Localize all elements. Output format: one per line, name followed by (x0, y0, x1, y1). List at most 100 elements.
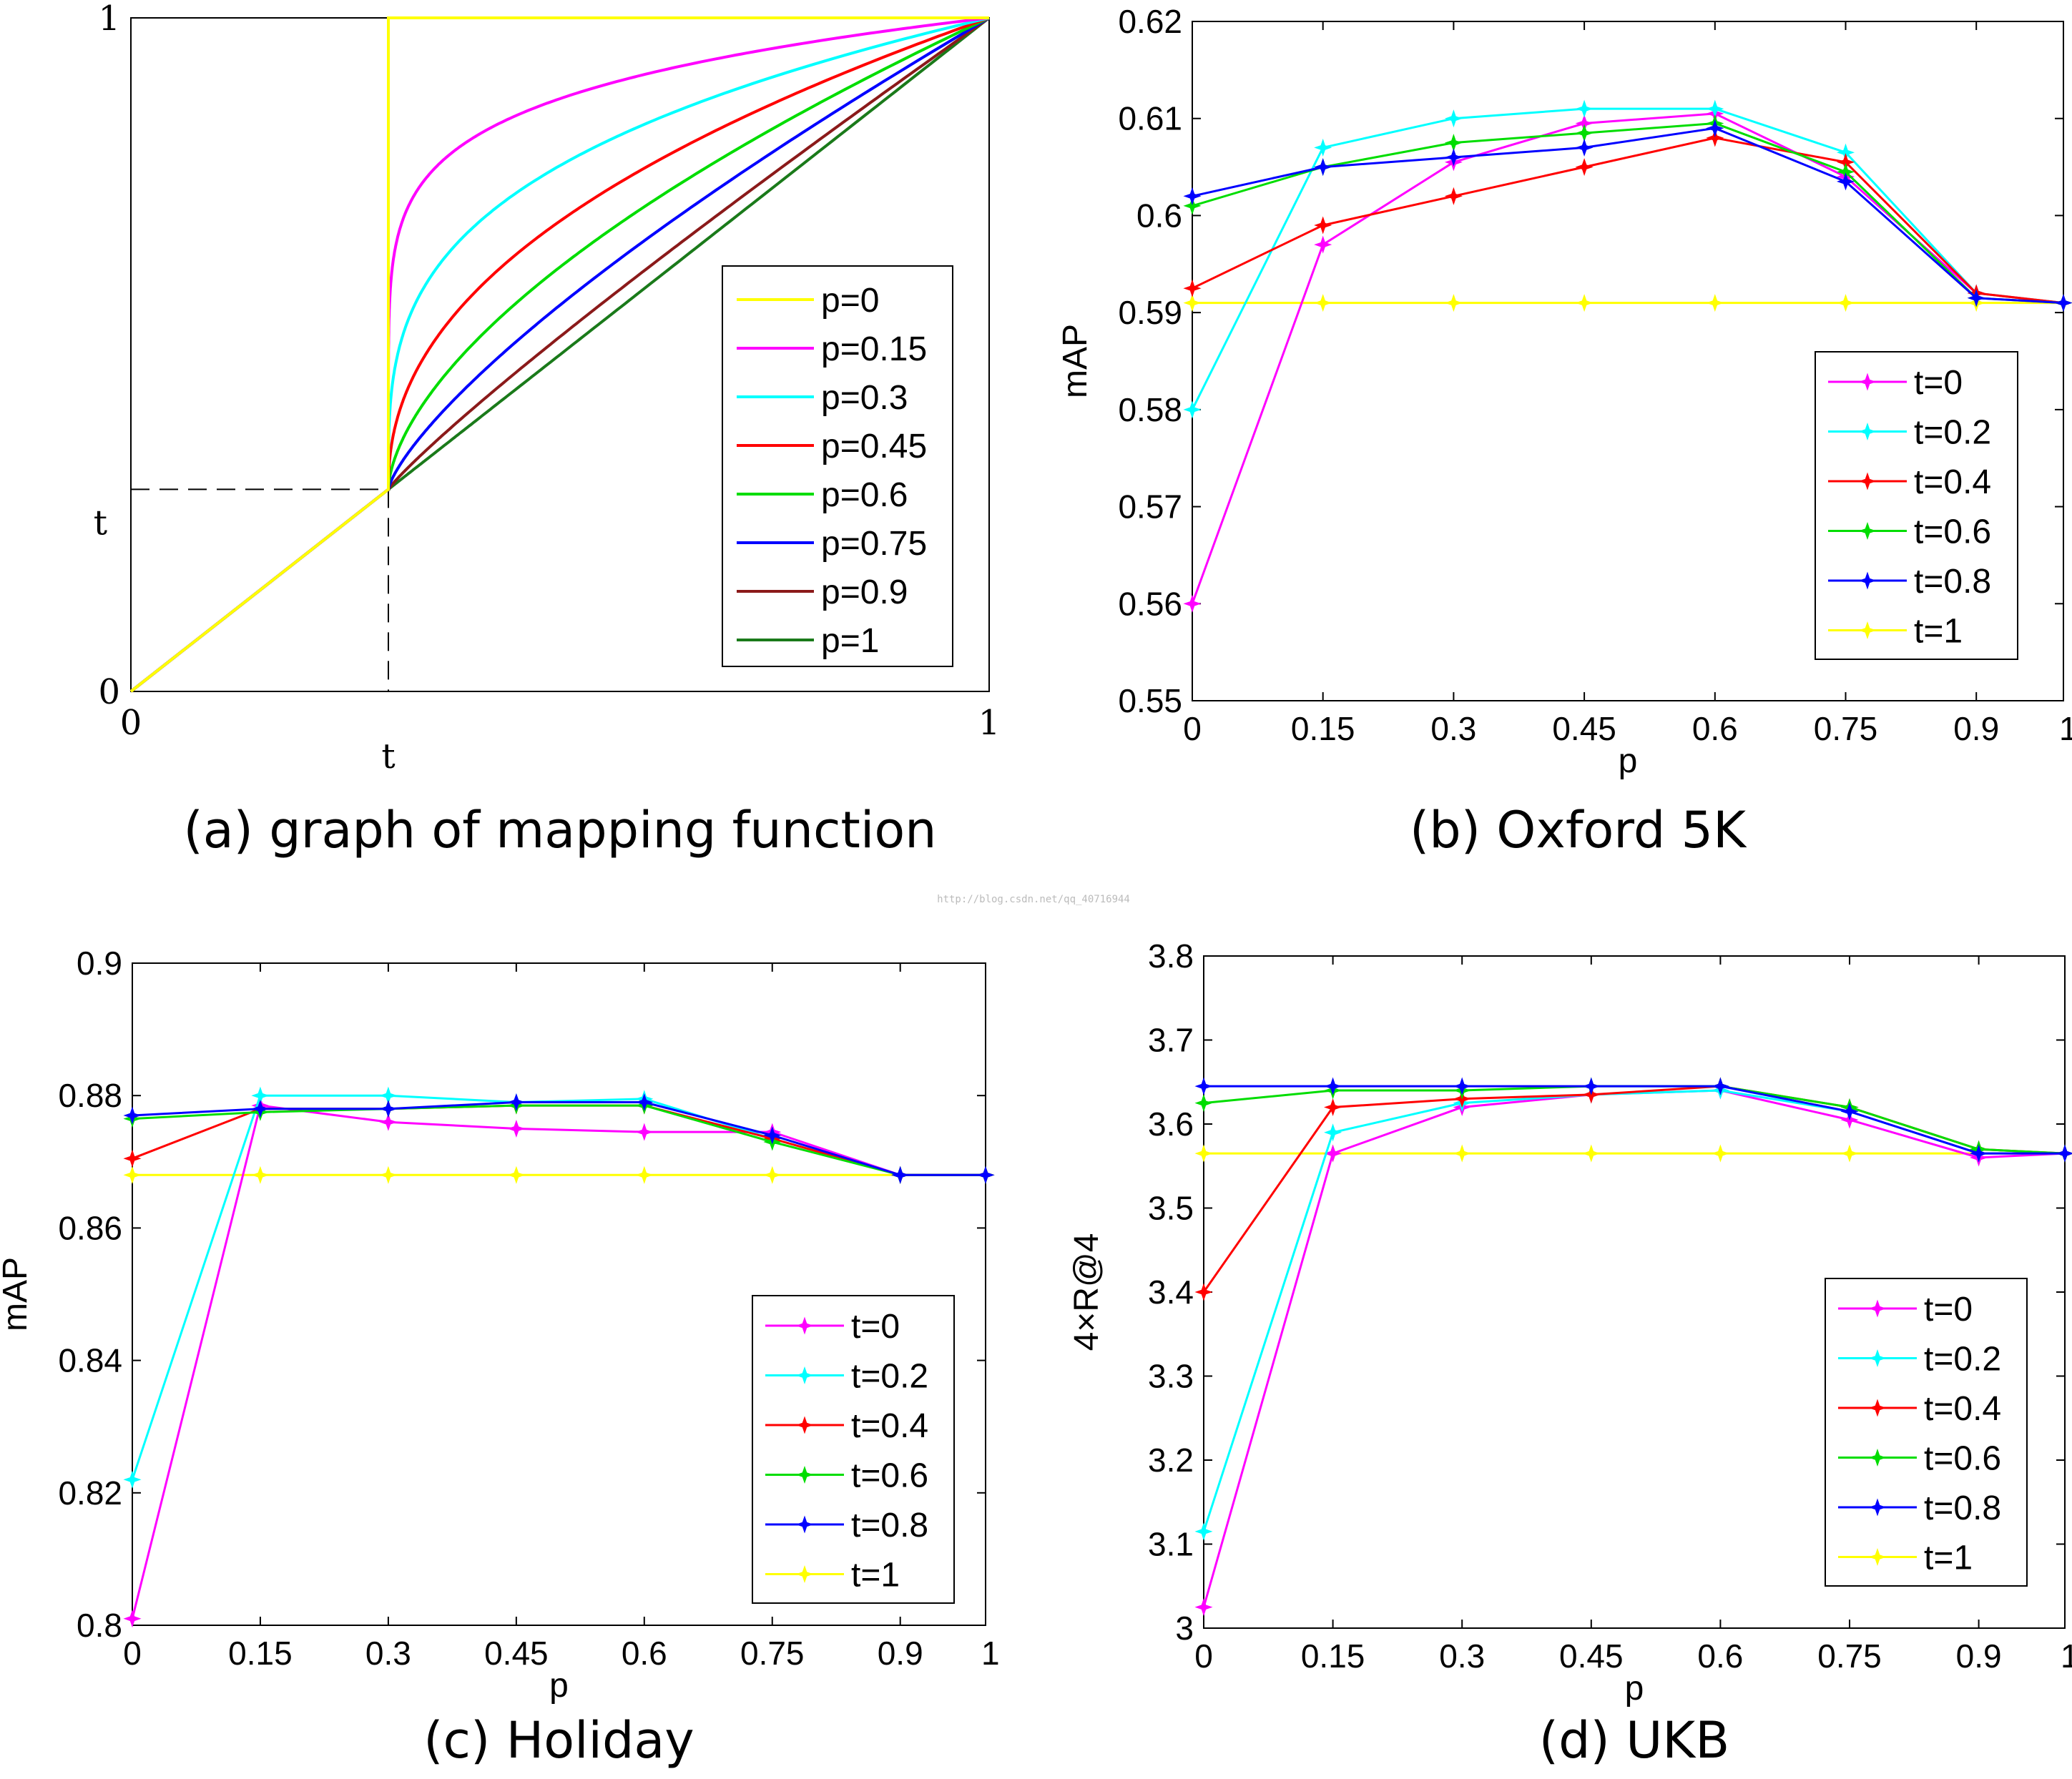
data-point (123, 1149, 142, 1168)
data-point (1840, 1144, 1859, 1163)
data-point (123, 1166, 142, 1184)
data-point (635, 1166, 654, 1184)
y-tick-label: 3.7 (1148, 1022, 1194, 1059)
y-tick-label: 3.5 (1148, 1190, 1194, 1227)
series-line-p-1 (129, 16, 991, 693)
data-point (1183, 279, 1202, 297)
legend-marker (795, 1416, 814, 1434)
data-point (1575, 138, 1594, 157)
legend-label: p=0.45 (821, 428, 927, 465)
data-point (1444, 294, 1463, 312)
x-tick-label: 0 (120, 703, 142, 743)
data-point (1194, 1598, 1213, 1617)
legend-label: t=0.2 (1924, 1341, 2001, 1379)
data-point (763, 1126, 782, 1145)
legend-label: t=0.6 (1914, 513, 1991, 551)
y-tick-label: 0 (98, 672, 120, 712)
legend-label: t=0.2 (851, 1358, 928, 1396)
x-tick-label: 0 (1194, 1637, 1213, 1675)
data-point (1183, 294, 1202, 312)
data-point (1706, 119, 1724, 137)
series-line-p-0-3 (129, 16, 990, 693)
x-tick-label: 0.6 (622, 1635, 667, 1672)
legend-label: t=0.6 (1924, 1440, 2001, 1478)
x-tick-label: 0.15 (228, 1635, 293, 1672)
legend-marker (795, 1515, 814, 1534)
data-point (1194, 1144, 1213, 1163)
series-line-t-0-6 (1192, 122, 2064, 305)
x-tick-label: 0.15 (1291, 710, 1355, 747)
y-axis-label: mAP (1056, 324, 1094, 398)
legend-marker (1868, 1547, 1887, 1567)
data-point (1194, 1283, 1213, 1301)
legend-marker (795, 1465, 814, 1484)
data-point (976, 1166, 995, 1184)
series-line-t-0-8 (132, 1101, 986, 1176)
x-axis-label: p (549, 1667, 569, 1705)
data-point (379, 1113, 398, 1131)
y-tick-label: 3.6 (1148, 1105, 1194, 1143)
data-point (1711, 1144, 1729, 1163)
data-point (1836, 172, 1855, 191)
x-tick-label: 1 (2061, 1637, 2072, 1675)
series-line-p-0-9 (129, 16, 991, 693)
data-point (1194, 1522, 1213, 1541)
series-line-t-0-4 (1192, 137, 2064, 305)
legend-label: p=0.9 (821, 573, 908, 611)
legend-box (722, 265, 953, 667)
data-point (1582, 1077, 1601, 1095)
legend-label: t=1 (1924, 1539, 1973, 1577)
y-axis-label: mAP (0, 1257, 34, 1331)
x-tick-label: 1 (978, 703, 1001, 743)
legend-label: t=0.4 (1924, 1390, 2001, 1428)
x-tick-label: 0 (1183, 710, 1202, 747)
legend-marker (1868, 1299, 1887, 1318)
x-tick-label: 0.3 (1430, 710, 1476, 747)
data-point (1183, 400, 1202, 419)
y-tick-label: t (94, 503, 107, 543)
data-point (251, 1100, 270, 1118)
data-point (2056, 1144, 2072, 1163)
y-axis-label: 4×R@4 (1068, 1233, 1106, 1351)
y-tick-label: 0.82 (58, 1474, 122, 1512)
legend-label: t=0.8 (1924, 1489, 2001, 1527)
data-point (123, 1610, 142, 1628)
legend-label: t=0.4 (1914, 463, 1991, 501)
data-point (635, 1123, 654, 1141)
y-tick-label: 3.2 (1148, 1442, 1194, 1479)
data-point (1183, 187, 1202, 205)
x-tick-label: t (381, 736, 395, 777)
legend-label: t=0 (1914, 364, 1963, 402)
legend-marker (1858, 521, 1877, 541)
y-tick-label: 3.3 (1148, 1358, 1194, 1395)
x-tick-label: 0 (123, 1635, 142, 1672)
legend-label: p=0.6 (821, 476, 908, 514)
y-tick-label: 0.8 (77, 1607, 122, 1644)
data-point (1324, 1098, 1342, 1117)
data-point (763, 1166, 782, 1184)
y-tick-label: 3 (1175, 1610, 1194, 1647)
data-point (1840, 1102, 1859, 1120)
data-point (507, 1166, 526, 1184)
data-point (891, 1166, 910, 1184)
y-tick-label: 3.4 (1148, 1273, 1194, 1311)
data-point (1324, 1144, 1342, 1163)
series-line-t-0 (1191, 112, 2064, 604)
legend-marker (1868, 1498, 1887, 1517)
data-point (1324, 1123, 1342, 1142)
y-tick-label: 0.58 (1118, 391, 1182, 428)
series-line-p-0-15 (129, 16, 990, 693)
series-line-t-0-2 (1191, 107, 2064, 410)
legend-label: p=0.75 (821, 525, 927, 563)
data-point (1967, 289, 1985, 307)
legend-marker (795, 1564, 814, 1584)
y-tick-label: 0.62 (1118, 3, 1182, 40)
legend-label: p=0 (821, 282, 879, 320)
y-tick-label: 1 (98, 0, 120, 39)
data-point (1314, 294, 1332, 312)
panel-oxford-5k: 0 0.15 0.3 0.45 0.6 0.75 0.9 1 0.55 0.56 0.57 0.58 0… (1056, 3, 2072, 859)
x-tick-label: 0.75 (740, 1635, 805, 1672)
data-point (123, 1470, 142, 1489)
data-point (507, 1093, 526, 1112)
